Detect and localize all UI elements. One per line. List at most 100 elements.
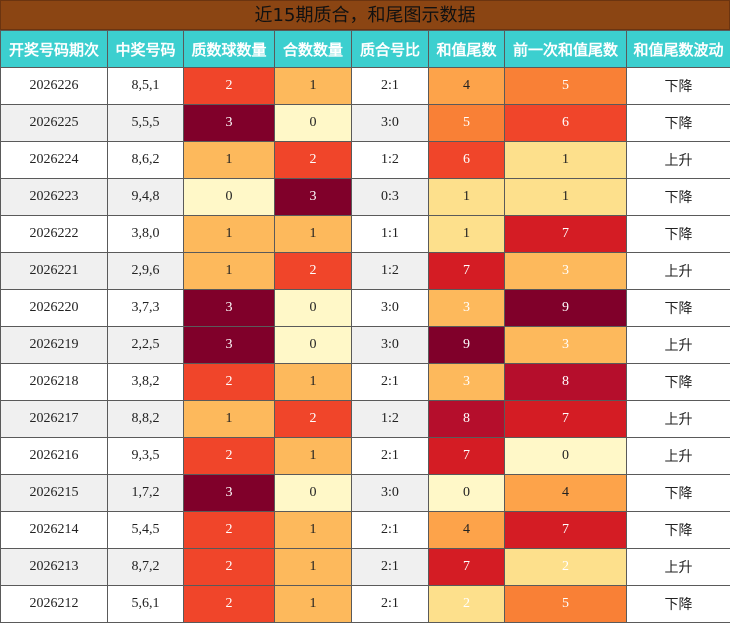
numbers-cell: 5,5,5: [108, 105, 184, 142]
sum-tail-cell: 4: [429, 512, 505, 549]
composite-count-cell: 1: [275, 438, 352, 475]
prev-sum-tail-cell: 8: [505, 364, 627, 401]
sum-tail-cell: 1: [429, 179, 505, 216]
prev-sum-tail-cell: 5: [505, 68, 627, 105]
numbers-cell: 2,2,5: [108, 327, 184, 364]
trend-cell: 下降: [627, 179, 730, 216]
numbers-cell: 8,5,1: [108, 68, 184, 105]
prime-count-cell: 3: [184, 475, 275, 512]
trend-cell: 上升: [627, 142, 730, 179]
issue-cell: 2026212: [1, 586, 108, 623]
sum-tail-cell: 9: [429, 327, 505, 364]
trend-cell: 下降: [627, 512, 730, 549]
issue-cell: 2026224: [1, 142, 108, 179]
ratio-cell: 1:1: [352, 216, 429, 253]
prime-count-cell: 1: [184, 253, 275, 290]
trend-cell: 下降: [627, 290, 730, 327]
sum-tail-cell: 7: [429, 549, 505, 586]
composite-count-cell: 1: [275, 512, 352, 549]
composite-count-cell: 2: [275, 142, 352, 179]
header-prime-count: 质数球数量: [184, 31, 275, 68]
prime-count-cell: 1: [184, 142, 275, 179]
ratio-cell: 2:1: [352, 549, 429, 586]
ratio-cell: 2:1: [352, 68, 429, 105]
sum-tail-cell: 7: [429, 253, 505, 290]
prime-count-cell: 2: [184, 438, 275, 475]
ratio-cell: 3:0: [352, 290, 429, 327]
composite-count-cell: 3: [275, 179, 352, 216]
trend-cell: 上升: [627, 253, 730, 290]
ratio-cell: 2:1: [352, 364, 429, 401]
sum-tail-cell: 6: [429, 142, 505, 179]
header-row: 开奖号码期次 中奖号码 质数球数量 合数数量 质合号比 和值尾数 前一次和值尾数…: [1, 31, 730, 68]
issue-cell: 2026223: [1, 179, 108, 216]
prime-count-cell: 1: [184, 401, 275, 438]
ratio-cell: 1:2: [352, 142, 429, 179]
header-prev-sum-tail: 前一次和值尾数: [505, 31, 627, 68]
prev-sum-tail-cell: 5: [505, 586, 627, 623]
sheet-title: 近15期质合，和尾图示数据: [0, 0, 730, 30]
composite-count-cell: 1: [275, 586, 352, 623]
composite-count-cell: 2: [275, 401, 352, 438]
numbers-cell: 5,6,1: [108, 586, 184, 623]
prev-sum-tail-cell: 3: [505, 253, 627, 290]
prime-count-cell: 2: [184, 364, 275, 401]
issue-cell: 2026214: [1, 512, 108, 549]
issue-cell: 2026226: [1, 68, 108, 105]
issue-cell: 2026222: [1, 216, 108, 253]
prev-sum-tail-cell: 6: [505, 105, 627, 142]
ratio-cell: 2:1: [352, 512, 429, 549]
prime-count-cell: 2: [184, 512, 275, 549]
trend-cell: 下降: [627, 105, 730, 142]
composite-count-cell: 1: [275, 549, 352, 586]
header-ratio: 质合号比: [352, 31, 429, 68]
prime-count-cell: 3: [184, 327, 275, 364]
numbers-cell: 3,8,0: [108, 216, 184, 253]
header-composite-count: 合数数量: [275, 31, 352, 68]
prev-sum-tail-cell: 7: [505, 512, 627, 549]
sum-tail-cell: 7: [429, 438, 505, 475]
ratio-cell: 2:1: [352, 586, 429, 623]
stats-table: 开奖号码期次 中奖号码 质数球数量 合数数量 质合号比 和值尾数 前一次和值尾数…: [0, 30, 730, 623]
numbers-cell: 5,4,5: [108, 512, 184, 549]
ratio-cell: 3:0: [352, 327, 429, 364]
trend-cell: 下降: [627, 475, 730, 512]
prime-count-cell: 2: [184, 68, 275, 105]
prime-count-cell: 3: [184, 105, 275, 142]
prev-sum-tail-cell: 1: [505, 179, 627, 216]
issue-cell: 2026217: [1, 401, 108, 438]
prime-count-cell: 0: [184, 179, 275, 216]
composite-count-cell: 1: [275, 216, 352, 253]
sum-tail-cell: 8: [429, 401, 505, 438]
composite-count-cell: 0: [275, 290, 352, 327]
numbers-cell: 8,8,2: [108, 401, 184, 438]
issue-cell: 2026225: [1, 105, 108, 142]
composite-count-cell: 0: [275, 105, 352, 142]
trend-cell: 下降: [627, 586, 730, 623]
composite-count-cell: 0: [275, 327, 352, 364]
prev-sum-tail-cell: 2: [505, 549, 627, 586]
prime-count-cell: 2: [184, 549, 275, 586]
ratio-cell: 1:2: [352, 401, 429, 438]
prev-sum-tail-cell: 7: [505, 216, 627, 253]
sum-tail-cell: 2: [429, 586, 505, 623]
issue-cell: 2026220: [1, 290, 108, 327]
prime-count-cell: 3: [184, 290, 275, 327]
ratio-cell: 3:0: [352, 105, 429, 142]
prev-sum-tail-cell: 7: [505, 401, 627, 438]
header-issue: 开奖号码期次: [1, 31, 108, 68]
ratio-cell: 3:0: [352, 475, 429, 512]
